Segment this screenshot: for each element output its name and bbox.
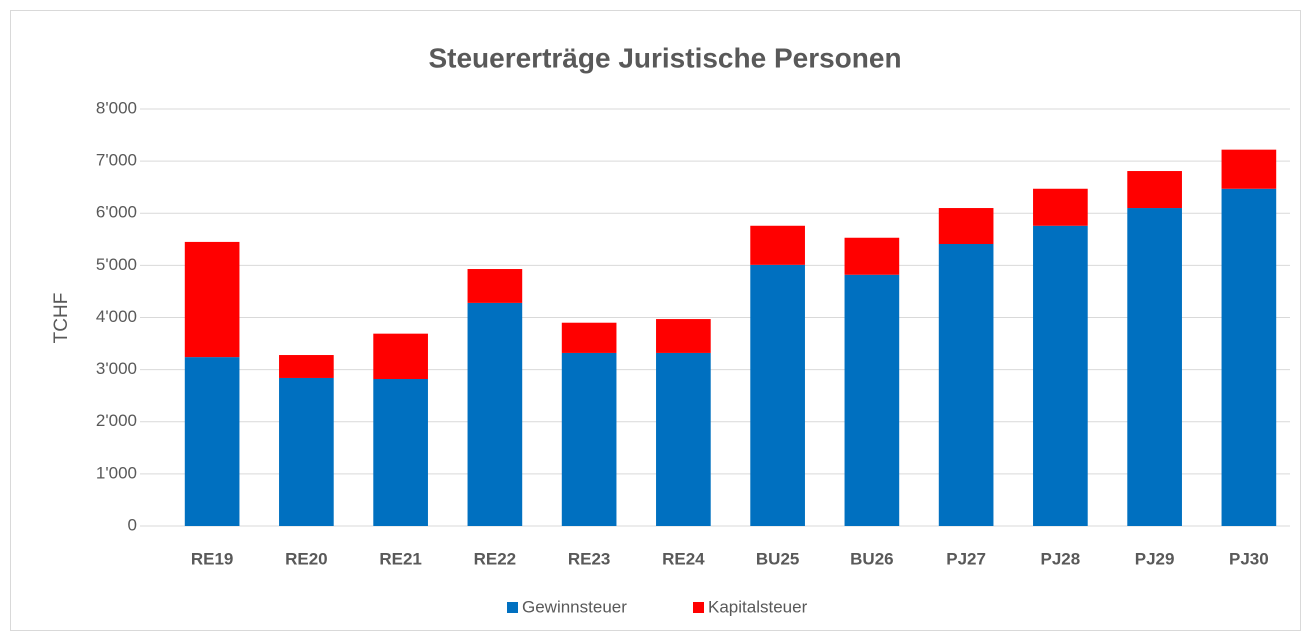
bar-segment: [467, 302, 523, 526]
y-tick-label: 7'000: [96, 151, 137, 170]
x-tick-label: RE22: [474, 549, 517, 568]
bar-segment: [561, 352, 617, 526]
x-tick-label: PJ30: [1229, 549, 1269, 568]
bar-segment: [1033, 225, 1088, 526]
y-tick-label: 0: [128, 515, 137, 534]
y-tick-label: 2'000: [96, 411, 137, 430]
y-tick-label: 8'000: [96, 98, 137, 117]
bar-segment: [279, 355, 334, 378]
bar-segment: [184, 357, 240, 526]
x-tick-label: BU25: [756, 549, 799, 568]
bar-segment: [467, 269, 523, 303]
bar-segment: [561, 322, 617, 353]
x-tick-label: RE19: [191, 549, 234, 568]
chart-title: Steuererträge Juristische Personen: [428, 42, 901, 73]
x-tick-label: BU26: [850, 549, 893, 568]
bar-segment: [373, 333, 428, 380]
legend-swatch: [507, 602, 518, 613]
bar-segment: [938, 244, 994, 526]
bar-segment: [656, 319, 711, 353]
y-axis-label: TCHF: [51, 293, 72, 344]
bar-segment: [184, 241, 240, 358]
bar-segment: [1127, 171, 1182, 209]
bar-segment: [279, 377, 334, 526]
legend-label: Gewinnsteuer: [522, 597, 627, 616]
legend-swatch: [693, 602, 704, 613]
y-tick-label: 1'000: [96, 463, 137, 482]
x-tick-label: RE23: [568, 549, 611, 568]
bar-segment: [844, 237, 900, 275]
x-tick-label: PJ28: [1041, 549, 1081, 568]
bar-segment: [1127, 208, 1182, 526]
bar-segment: [750, 225, 805, 265]
y-tick-label: 3'000: [96, 359, 137, 378]
y-tick-label: 6'000: [96, 203, 137, 222]
x-tick-label: RE20: [285, 549, 328, 568]
bar-segment: [938, 208, 994, 245]
bar-segment: [1221, 188, 1277, 526]
y-tick-label: 4'000: [96, 307, 137, 326]
legend-label: Kapitalsteuer: [708, 597, 808, 616]
bar-segment: [373, 379, 428, 526]
bar-segment: [1033, 188, 1088, 226]
bar-segment: [1221, 149, 1277, 189]
x-tick-label: RE21: [379, 549, 422, 568]
bar-segment: [844, 274, 900, 526]
y-tick-label: 5'000: [96, 255, 137, 274]
bar-segment: [750, 264, 805, 526]
x-tick-label: RE24: [662, 549, 705, 568]
bar-segment: [656, 352, 711, 526]
x-tick-label: PJ27: [946, 549, 986, 568]
x-tick-label: PJ29: [1135, 549, 1175, 568]
